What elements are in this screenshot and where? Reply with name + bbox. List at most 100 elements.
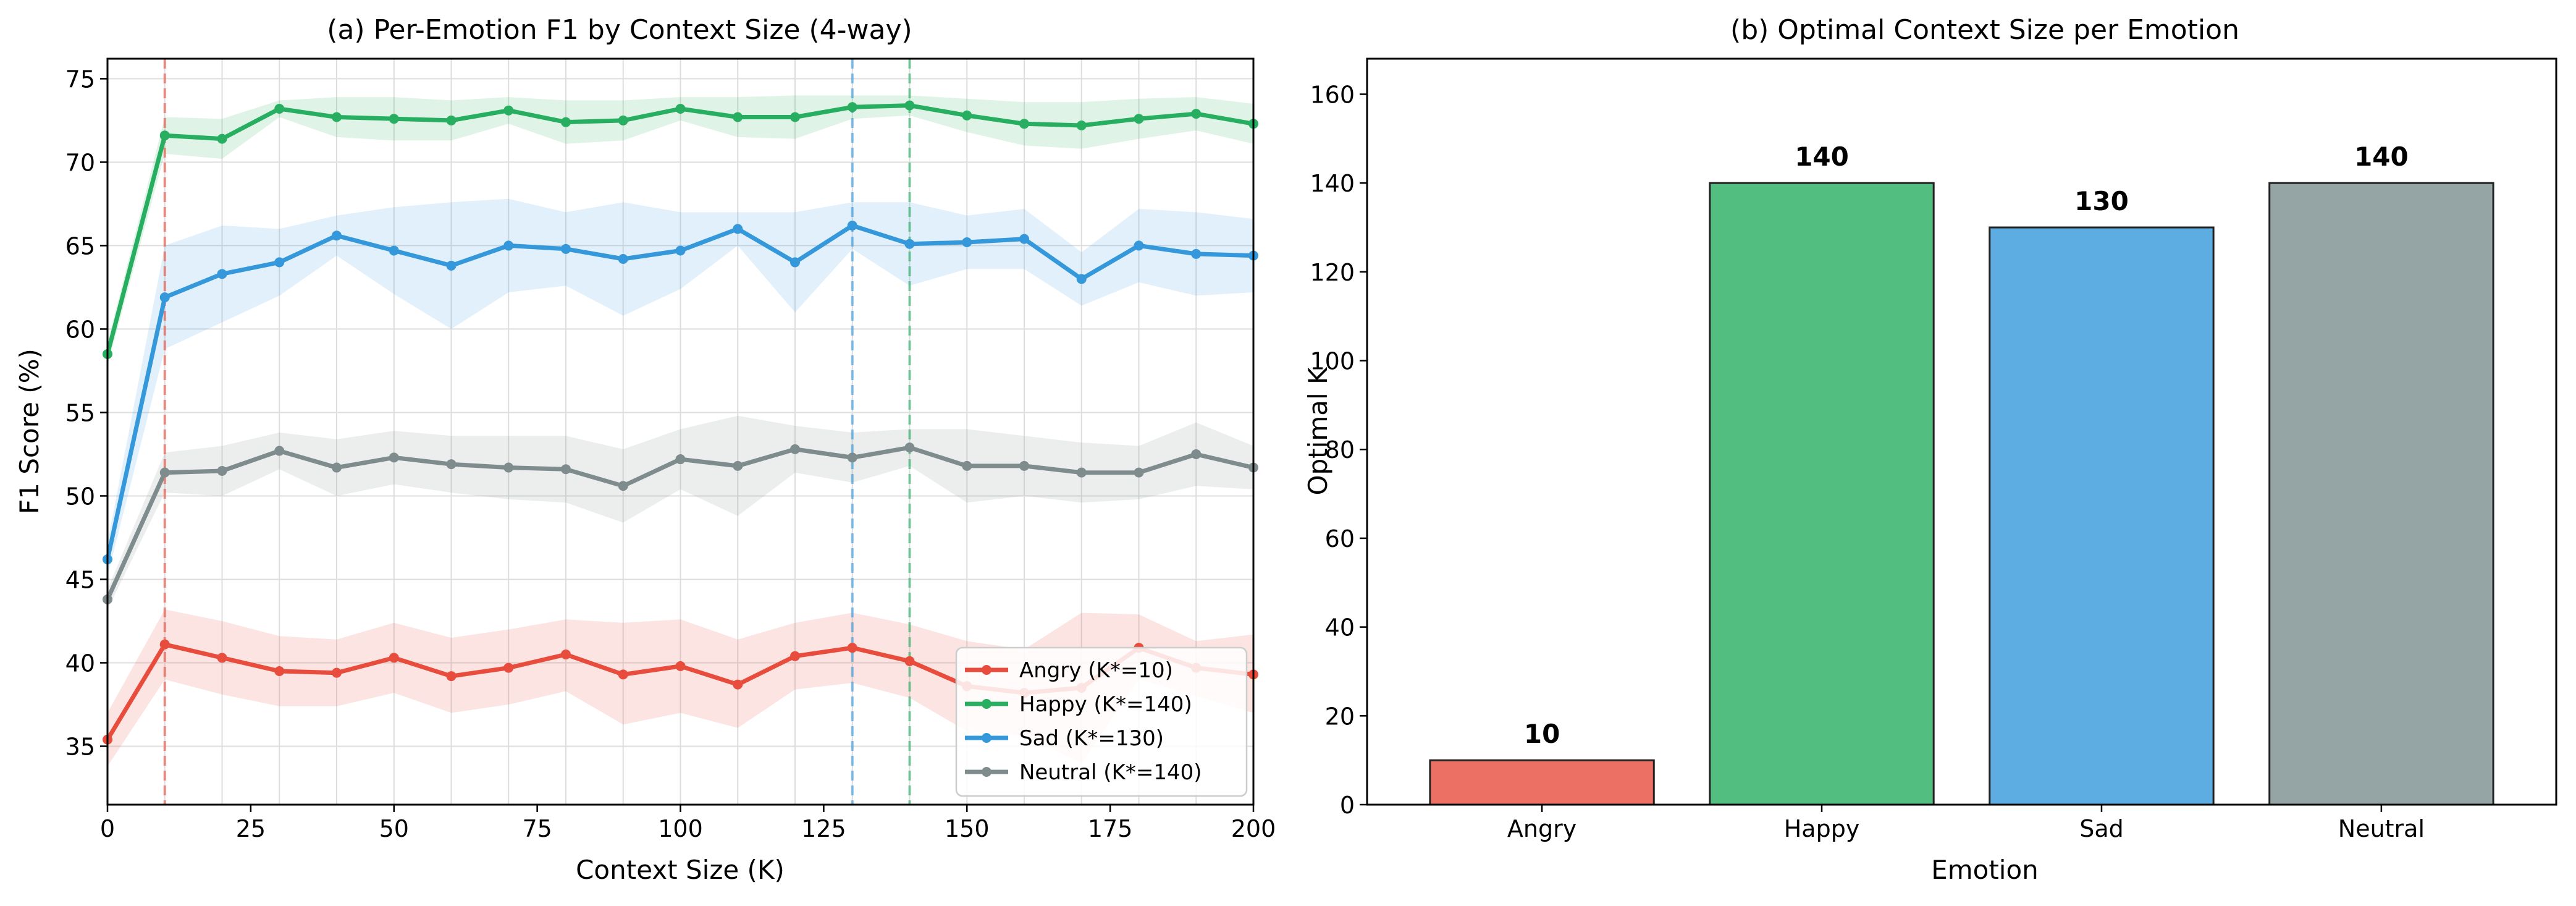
point-angry-k-10 xyxy=(389,653,399,663)
point-happy-k-140 xyxy=(904,100,915,111)
panel-b-plot-frame xyxy=(1366,57,2557,806)
point-angry-k-10 xyxy=(847,643,857,653)
panel-a-y-ticks: 35 40 45 50 55 60 65 70 75 xyxy=(65,66,107,760)
point-happy-k-140 xyxy=(332,112,342,122)
legend-label-neutral-k-140: Neutral (K*=140) xyxy=(1019,760,1202,785)
point-neutral-k-140 xyxy=(1019,460,1029,471)
point-sad-k-130 xyxy=(446,260,457,271)
point-neutral-k-140 xyxy=(561,464,571,475)
point-angry-k-10 xyxy=(675,661,686,671)
legend-marker-sad-k-130 xyxy=(982,733,991,743)
point-neutral-k-140 xyxy=(274,446,285,456)
x-tick-label: 200 xyxy=(1231,815,1276,842)
legend-marker-angry-k-10 xyxy=(982,665,991,675)
point-happy-k-140 xyxy=(1019,119,1029,129)
point-happy-k-140 xyxy=(847,102,857,112)
y-tick-label: 55 xyxy=(65,399,95,426)
point-angry-k-10 xyxy=(618,669,628,680)
x-tick-label-happy: Happy xyxy=(1784,815,1860,842)
y-tick-label: 0 xyxy=(1340,792,1355,819)
point-happy-k-140 xyxy=(1076,121,1087,131)
point-happy-k-140 xyxy=(159,130,170,141)
point-neutral-k-140 xyxy=(217,465,227,476)
point-sad-k-130 xyxy=(274,257,285,268)
legend-label-happy-k-140: Happy (K*=140) xyxy=(1019,692,1192,717)
panel-a-y-axis-label: F1 Score (%) xyxy=(14,349,44,514)
x-tick-label-neutral: Neutral xyxy=(2338,815,2425,842)
panel-a-optimal-k-lines xyxy=(163,59,911,805)
point-neutral-k-140 xyxy=(1191,449,1202,459)
point-happy-k-140 xyxy=(733,112,743,122)
legend-marker-neutral-k-140 xyxy=(982,767,991,777)
point-sad-k-130 xyxy=(675,245,686,256)
bar-neutral xyxy=(2268,182,2494,806)
point-angry-k-10 xyxy=(790,651,800,661)
point-angry-k-10 xyxy=(217,653,227,663)
panel-a-line-chart: (a) Per-Emotion F1 by Context Size (4-wa… xyxy=(14,14,1276,885)
y-tick-label: 60 xyxy=(1325,525,1355,552)
point-happy-k-140 xyxy=(503,105,514,116)
point-sad-k-130 xyxy=(962,237,972,248)
point-neutral-k-140 xyxy=(733,460,743,471)
bar-value-label-happy: 140 xyxy=(1795,142,1849,172)
panel-b-bars xyxy=(1429,182,2494,806)
point-happy-k-140 xyxy=(1134,114,1144,124)
point-angry-k-10 xyxy=(332,667,342,678)
point-angry-k-10 xyxy=(446,671,457,682)
point-neutral-k-140 xyxy=(847,452,857,463)
point-happy-k-140 xyxy=(618,115,628,125)
panel-b-y-ticks: 0 20 40 60 80 100 120 140 160 xyxy=(1310,81,1367,819)
y-tick-label: 75 xyxy=(65,66,95,93)
y-tick-label: 65 xyxy=(65,232,95,260)
x-tick-label: 150 xyxy=(945,815,990,842)
point-happy-k-140 xyxy=(389,114,399,124)
legend-label-angry-k-10: Angry (K*=10) xyxy=(1019,658,1173,683)
point-angry-k-10 xyxy=(503,663,514,673)
point-angry-k-10 xyxy=(159,639,170,650)
point-sad-k-130 xyxy=(733,224,743,234)
panel-b-bar-chart: (b) Optimal Context Size per Emotion 101… xyxy=(1303,14,2557,885)
point-happy-k-140 xyxy=(962,110,972,121)
point-sad-k-130 xyxy=(561,243,571,254)
point-neutral-k-140 xyxy=(389,452,399,463)
panel-b-y-axis-label: Optimal K xyxy=(1303,366,1333,496)
point-sad-k-130 xyxy=(1191,248,1202,259)
point-neutral-k-140 xyxy=(503,462,514,473)
point-neutral-k-140 xyxy=(618,481,628,491)
y-tick-label: 40 xyxy=(65,650,95,677)
point-neutral-k-140 xyxy=(332,462,342,473)
bar-angry xyxy=(1429,759,1655,806)
y-tick-label: 45 xyxy=(65,566,95,593)
point-happy-k-140 xyxy=(790,112,800,122)
x-tick-label: 100 xyxy=(658,815,703,842)
panel-b-x-ticks: Angry Happy Sad Neutral xyxy=(1507,805,2425,842)
x-tick-label: 125 xyxy=(801,815,846,842)
x-tick-label-sad: Sad xyxy=(2079,815,2124,842)
point-angry-k-10 xyxy=(904,656,915,666)
x-tick-label-angry: Angry xyxy=(1507,815,1576,842)
point-angry-k-10 xyxy=(274,666,285,676)
x-tick-label: 75 xyxy=(522,815,552,842)
point-sad-k-130 xyxy=(503,240,514,251)
point-neutral-k-140 xyxy=(446,459,457,470)
point-sad-k-130 xyxy=(847,221,857,231)
point-sad-k-130 xyxy=(790,257,800,268)
panel-b-x-axis-label: Emotion xyxy=(1931,855,2039,885)
y-tick-label: 50 xyxy=(65,483,95,510)
y-tick-label: 100 xyxy=(1310,348,1355,375)
x-tick-label: 0 xyxy=(100,815,115,842)
point-sad-k-130 xyxy=(159,292,170,303)
y-tick-label: 80 xyxy=(1325,436,1355,464)
point-neutral-k-140 xyxy=(962,460,972,471)
panel-a-title: (a) Per-Emotion F1 by Context Size (4-wa… xyxy=(327,14,912,46)
point-sad-k-130 xyxy=(217,269,227,279)
panel-a-legend: Angry (K*=10) Happy (K*=140) Sad (K*=130) N… xyxy=(955,646,1248,797)
point-neutral-k-140 xyxy=(1134,467,1144,478)
legend-box xyxy=(955,646,1248,797)
bar-value-label-sad: 130 xyxy=(2074,186,2129,216)
y-tick-label: 120 xyxy=(1310,259,1355,286)
point-sad-k-130 xyxy=(618,254,628,265)
point-sad-k-130 xyxy=(904,239,915,249)
point-neutral-k-140 xyxy=(159,467,170,478)
